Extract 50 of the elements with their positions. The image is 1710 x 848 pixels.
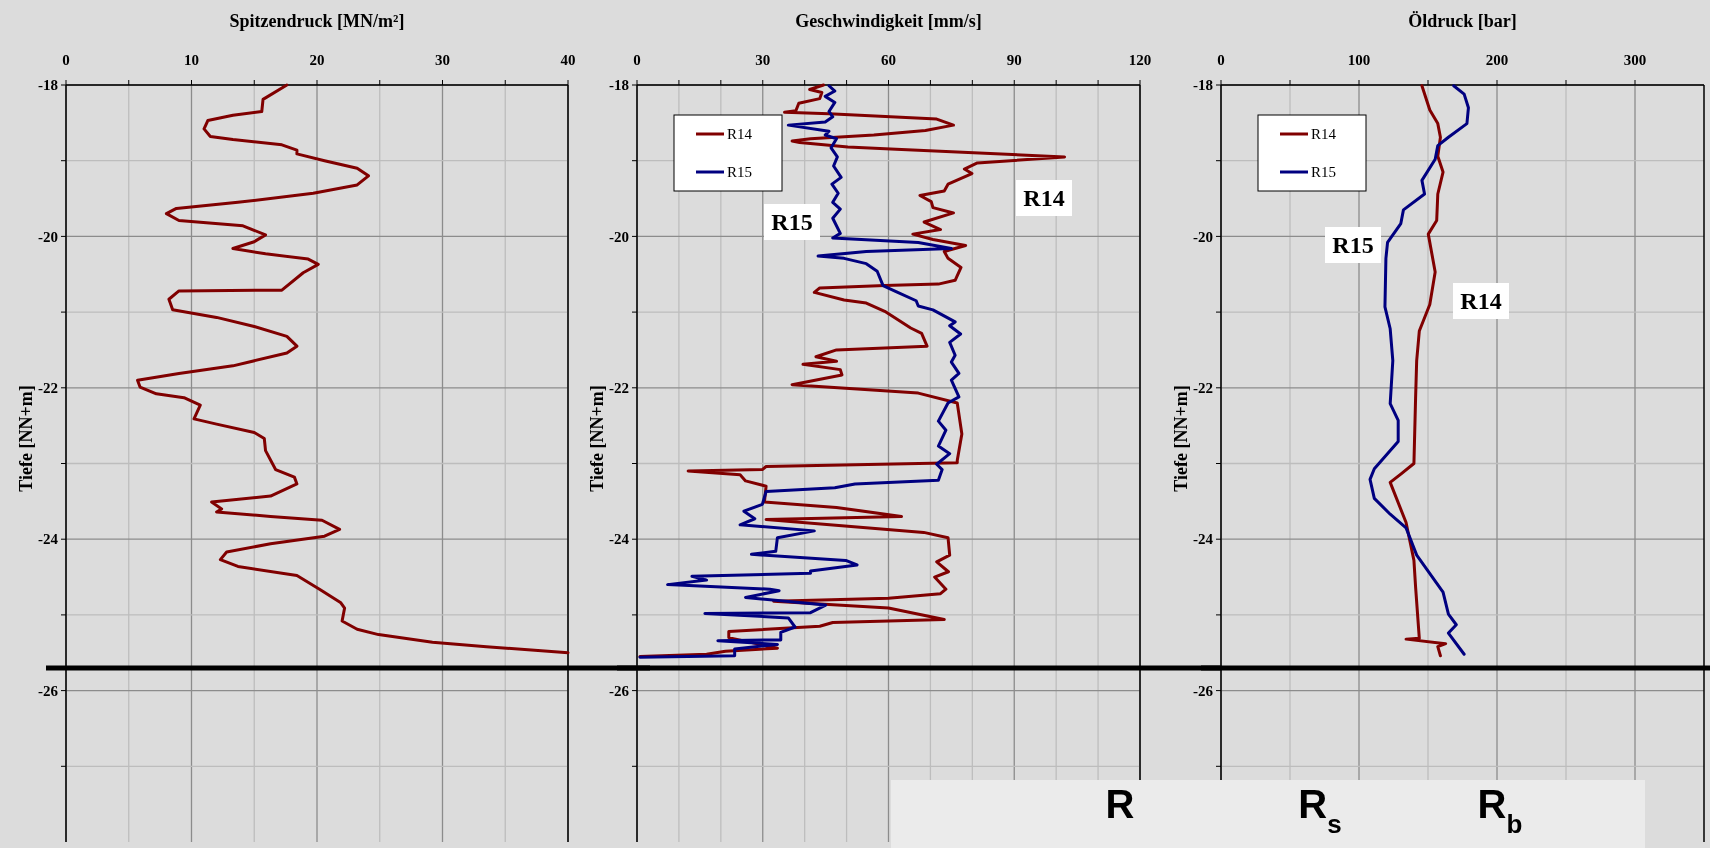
y-tick-label: -26 [609, 682, 630, 699]
x-tick-label: 0 [62, 52, 70, 68]
chart-title: Öldruck [bar] [1408, 11, 1517, 31]
x-tick-label: 60 [881, 52, 896, 68]
y-tick-label: -20 [1193, 228, 1213, 245]
annotation: R$_{b}$ [1477, 782, 1523, 839]
x-tick-label: 30 [435, 52, 450, 68]
annotation: R14 [1023, 185, 1065, 212]
x-tick-label: 100 [1347, 52, 1371, 68]
y-tick-label: -20 [609, 228, 629, 245]
y-tick-label: -22 [1193, 380, 1213, 397]
y-axis-title: Tiefe [NN+m] [16, 385, 36, 492]
line-series [638, 83, 1067, 659]
x-tick-label: 40 [560, 52, 576, 68]
y-tick-label: -18 [1193, 77, 1213, 94]
x-tick-label: 30 [755, 52, 771, 68]
y-tick-label: -24 [609, 531, 630, 548]
y-tick-label: -24 [38, 531, 59, 548]
x-tick-label: 120 [1128, 52, 1152, 68]
annotation: R$_{s}$ [1298, 782, 1342, 839]
x-tick-label: 300 [1623, 52, 1647, 68]
y-axis-title: Tiefe [NN+m] [587, 385, 607, 492]
y-tick-label: -18 [38, 77, 58, 94]
y-axis-title: Tiefe [NN+m] [1171, 385, 1191, 492]
x-tick-label: 20 [309, 52, 325, 68]
y-tick-label: -22 [38, 380, 58, 397]
x-tick-label: 0 [633, 52, 641, 68]
y-tick-label: -18 [609, 77, 629, 94]
x-tick-label: 0 [1217, 52, 1225, 68]
line-series [136, 83, 570, 655]
annotation: R15 [771, 209, 813, 236]
y-tick-label: -20 [38, 228, 58, 245]
legend-label: R15 [1311, 164, 1337, 181]
legend-label: R14 [727, 126, 753, 143]
line-series [638, 84, 963, 659]
legend-label: R14 [1311, 126, 1337, 143]
x-tick-label: 10 [184, 52, 199, 68]
y-tick-label: -24 [1193, 531, 1214, 548]
y-tick-label: -26 [38, 682, 59, 699]
annotation: R14 [1460, 288, 1502, 315]
y-tick-label: -22 [609, 380, 629, 397]
annotation: R [1105, 782, 1135, 826]
x-tick-label: 90 [1006, 52, 1022, 68]
annotation: R15 [1332, 232, 1374, 259]
y-tick-label: -26 [1193, 682, 1214, 699]
x-tick-label: 200 [1485, 52, 1509, 68]
line-series [1388, 84, 1448, 658]
legend-label: R15 [727, 164, 753, 181]
chart-title: Geschwindigkeit [mm/s] [795, 11, 982, 31]
chart-title: Spitzendruck [MN/m²] [229, 11, 405, 31]
